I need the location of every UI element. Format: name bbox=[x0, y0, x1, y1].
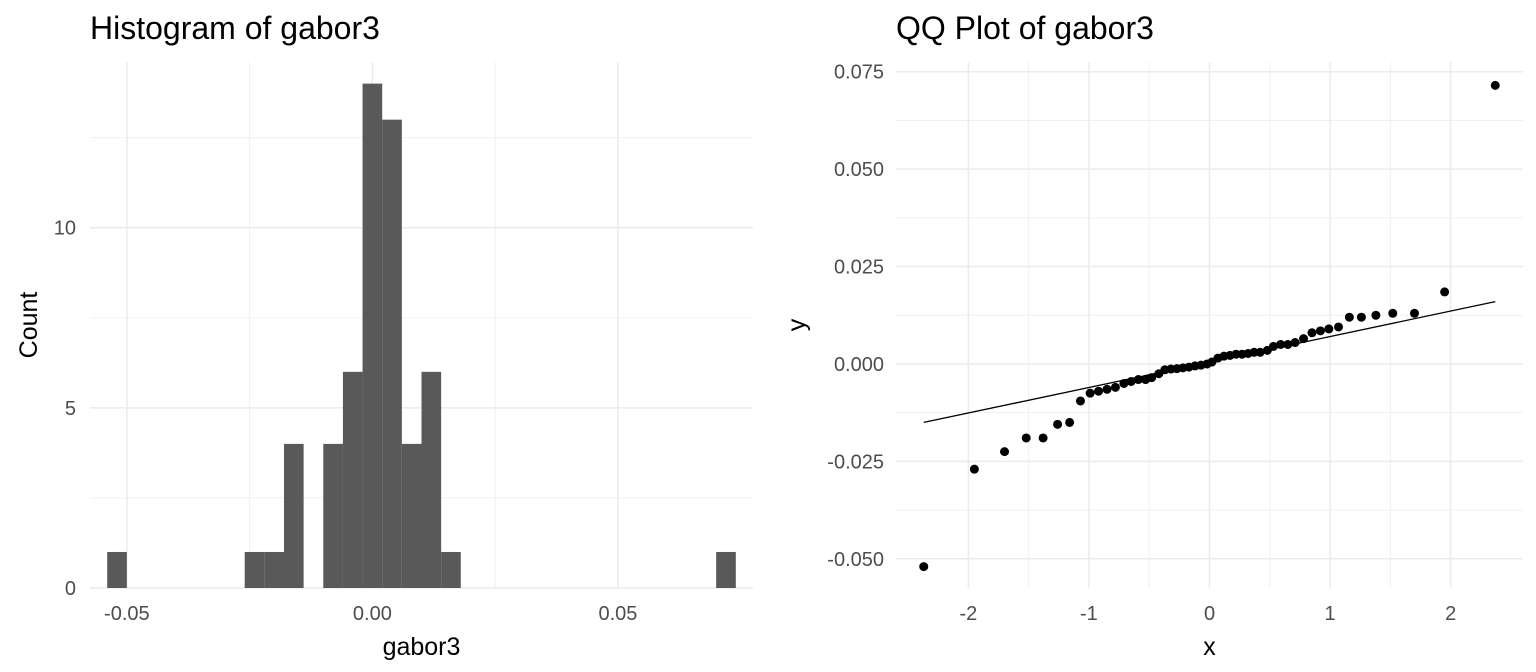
x-tick-label: 0.05 bbox=[598, 603, 637, 625]
qq-point bbox=[1276, 339, 1286, 349]
qq-plot-title: QQ Plot of gabor3 bbox=[896, 10, 1154, 46]
histogram-chart: -0.05 0.00 0.05 0 5 10 gabor3 Count bbox=[15, 62, 753, 661]
qq-point bbox=[1334, 322, 1344, 332]
histogram-panel: Histogram of gabor3 -0.05 0.00 0.05 0 5 10 gab… bbox=[15, 10, 753, 661]
qq-point bbox=[1409, 308, 1419, 318]
qq-point bbox=[969, 464, 979, 474]
y-tick-label: 0.025 bbox=[834, 257, 884, 279]
histogram-bar bbox=[362, 83, 383, 588]
x-tick-label: -1 bbox=[1080, 603, 1098, 625]
qq-plot-panel: QQ Plot of gabor3 -2 -1 0 1 2 -0.050 -0.025 0.0… bbox=[768, 0, 1536, 672]
qq-point bbox=[1356, 312, 1366, 322]
qq-plot-chart: -2 -1 0 1 2 -0.050 -0.025 0.000 0.025 0.050 0.075 x… bbox=[783, 62, 1523, 661]
y-tick-label: -0.025 bbox=[827, 451, 884, 473]
y-axis-title: y bbox=[783, 318, 811, 331]
y-tick-label: 0.000 bbox=[834, 354, 884, 376]
y-tick-label: 5 bbox=[65, 398, 76, 420]
qq-point bbox=[1053, 419, 1063, 429]
qq-point bbox=[1038, 433, 1048, 443]
histogram-bar bbox=[421, 371, 442, 588]
histogram-bar bbox=[441, 551, 461, 588]
qq-point bbox=[1126, 376, 1136, 386]
histogram-bar bbox=[107, 551, 127, 588]
qq-point bbox=[1283, 339, 1293, 349]
qq-point bbox=[1000, 447, 1010, 457]
histogram-bar bbox=[716, 551, 736, 588]
y-tick-label: 10 bbox=[54, 218, 76, 240]
qq-point bbox=[1307, 328, 1317, 338]
y-axis-title: Count bbox=[15, 292, 43, 359]
qq-point bbox=[1388, 308, 1398, 318]
y-tick-label: 0.075 bbox=[834, 62, 884, 84]
qq-point bbox=[1324, 324, 1334, 334]
qq-point bbox=[1094, 386, 1104, 396]
histogram-bar bbox=[264, 551, 284, 588]
histogram-bar bbox=[342, 371, 363, 588]
qq-point bbox=[1075, 396, 1085, 406]
histogram-bar bbox=[323, 443, 343, 588]
qq-point bbox=[1255, 347, 1265, 357]
x-tick-label: -0.05 bbox=[104, 603, 150, 625]
qq-point bbox=[919, 562, 929, 572]
qq-point bbox=[1490, 80, 1500, 90]
histogram-bar bbox=[283, 443, 304, 588]
histogram-title: Histogram of gabor3 bbox=[90, 10, 380, 46]
x-tick-label: 2 bbox=[1445, 603, 1456, 625]
x-tick-label: 1 bbox=[1325, 603, 1336, 625]
x-tick-label: 0 bbox=[1204, 603, 1215, 625]
qq-point bbox=[1085, 388, 1095, 398]
qq-point bbox=[1147, 373, 1157, 383]
qq-point bbox=[1344, 312, 1354, 322]
qq-point bbox=[1440, 287, 1450, 297]
histogram-bar bbox=[382, 119, 402, 589]
qq-point bbox=[1315, 326, 1325, 336]
histogram-bar bbox=[401, 443, 422, 588]
qq-point bbox=[1110, 382, 1120, 392]
qq-point bbox=[1290, 338, 1300, 348]
qq-point bbox=[1133, 375, 1143, 385]
y-tick-label: 0 bbox=[65, 578, 76, 600]
x-tick-label: -2 bbox=[959, 603, 977, 625]
x-axis-title: x bbox=[1203, 633, 1216, 661]
qq-point bbox=[1268, 341, 1278, 351]
y-tick-label: 0.050 bbox=[834, 159, 884, 181]
histogram-bar bbox=[244, 551, 265, 588]
qq-point bbox=[1065, 417, 1075, 427]
x-axis-title: gabor3 bbox=[383, 633, 461, 661]
qq-point bbox=[1119, 378, 1129, 388]
qq-point bbox=[1102, 384, 1112, 394]
qq-point bbox=[1299, 334, 1309, 344]
x-tick-label: 0.00 bbox=[353, 603, 392, 625]
y-tick-label: -0.050 bbox=[827, 549, 884, 571]
qq-point bbox=[1021, 433, 1031, 443]
qq-point bbox=[1371, 310, 1381, 320]
